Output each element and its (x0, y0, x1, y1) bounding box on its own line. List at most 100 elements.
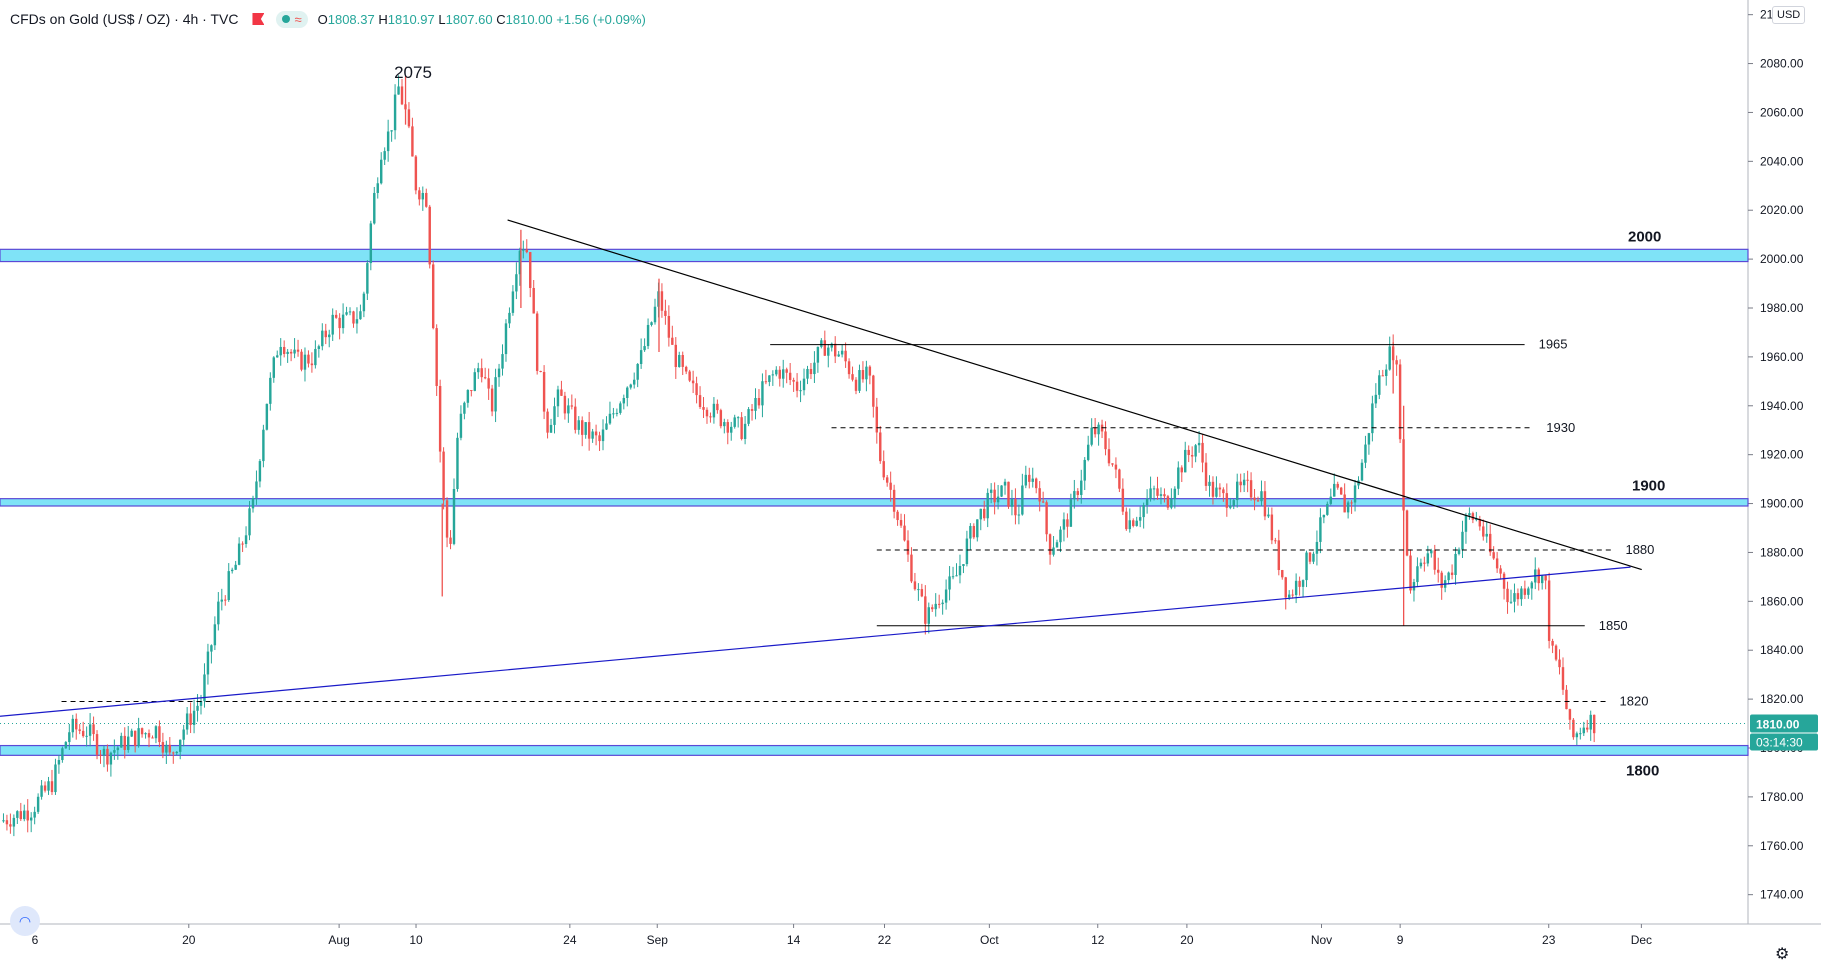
candle-body (1485, 533, 1488, 537)
candle-body (522, 249, 525, 251)
candle-body (165, 744, 168, 753)
candle-body (1294, 580, 1298, 596)
candle-body (1509, 601, 1513, 603)
candle-body (1270, 514, 1274, 541)
candle-body (1464, 515, 1468, 532)
candle-body (1035, 478, 1038, 489)
y-tick-label: 1840.00 (1760, 643, 1804, 657)
candle-body (1017, 514, 1021, 516)
candle-body (338, 317, 341, 329)
candle-body (608, 413, 612, 424)
candle-body (2, 820, 5, 822)
candle-body (393, 94, 397, 131)
candle-body (518, 250, 522, 275)
candle-body (937, 603, 941, 605)
candle-body (234, 564, 237, 570)
candle-body (1343, 494, 1346, 513)
candle-body (684, 366, 688, 372)
candle-body (743, 423, 747, 440)
candle-body (827, 347, 830, 356)
candle-body (709, 416, 712, 418)
candle-body (719, 410, 723, 427)
open-label: O (317, 11, 328, 27)
candle-body (120, 735, 123, 748)
candle-body (1513, 593, 1516, 602)
candle-body (646, 324, 650, 347)
y-tick-label: 2040.00 (1760, 154, 1804, 168)
candle-body (1010, 499, 1014, 507)
currency-button[interactable]: USD (1772, 6, 1806, 24)
tradingview-logo-icon[interactable]: ◠ (10, 906, 40, 936)
candle-body (1142, 505, 1145, 518)
candle-body (581, 420, 584, 435)
candle-body (88, 724, 92, 736)
candle-body (279, 346, 282, 356)
candle-body (525, 249, 528, 253)
candle-body (286, 351, 289, 354)
candle-body (428, 206, 431, 265)
y-tick-label: 1780.00 (1760, 790, 1804, 804)
ohlc-values: O1808.37 H1810.97 L1807.60 C1810.00 +1.5… (318, 12, 646, 27)
candle-body (702, 407, 705, 410)
candle-body (1423, 562, 1426, 564)
candle-body (68, 732, 71, 743)
candle-body (123, 735, 126, 750)
candle-body (1236, 481, 1239, 501)
candle-body (1454, 553, 1457, 575)
candle-body (993, 489, 996, 503)
candle-body (1145, 498, 1149, 506)
candle-body (265, 403, 269, 430)
x-tick-label: 24 (563, 933, 577, 947)
last-price-box (1750, 714, 1818, 733)
candle-body (463, 402, 466, 414)
candle-body (601, 429, 605, 442)
candle-body (258, 461, 262, 482)
candle-body (1312, 553, 1315, 562)
candle-body (584, 422, 587, 435)
candle-body (1530, 582, 1534, 589)
candle-body (771, 374, 775, 376)
red-flag-icon[interactable] (252, 13, 265, 25)
candle-body (348, 311, 352, 313)
candle-body (1173, 488, 1177, 500)
candle-body (972, 525, 976, 538)
candle-body (1488, 533, 1492, 553)
candle-body (459, 413, 463, 438)
status-pill[interactable]: ≈ (276, 10, 308, 28)
gear-icon[interactable]: ⚙ (1775, 946, 1790, 963)
x-tick-label: 23 (1542, 933, 1556, 947)
candle-body (237, 543, 241, 565)
symbol-title[interactable]: CFDs on Gold (US$ / OZ) · 4h · TVC (10, 11, 239, 27)
candle-body (1083, 459, 1086, 481)
candle-body (1107, 449, 1111, 464)
candle-body (1177, 467, 1180, 489)
candle-body (1246, 479, 1249, 481)
candle-body (386, 131, 390, 152)
candle-body (1499, 568, 1502, 574)
candle-body (411, 126, 414, 157)
candle-body (445, 500, 449, 538)
level-label-1930: 1930 (1546, 420, 1575, 435)
candle-body (452, 489, 456, 544)
candle-body (594, 431, 598, 436)
candle-body (574, 406, 577, 430)
candle-body (477, 368, 480, 373)
candle-body (1440, 572, 1443, 588)
x-tick-label: Aug (328, 933, 349, 947)
candle-body (553, 406, 556, 425)
candle-body (511, 291, 515, 313)
candle-body (5, 820, 9, 825)
candle-body (705, 409, 709, 417)
candle-body (57, 760, 61, 765)
candle-body (1433, 550, 1436, 570)
candle-body (366, 263, 369, 294)
candle-body (16, 811, 19, 818)
candle-body (1066, 519, 1069, 527)
y-tick-label: 1820.00 (1760, 692, 1804, 706)
candle-body (778, 369, 781, 379)
x-tick-label: 20 (1180, 933, 1194, 947)
candle-body (1565, 689, 1568, 710)
candle-body (671, 337, 674, 345)
candle-body (782, 369, 785, 379)
